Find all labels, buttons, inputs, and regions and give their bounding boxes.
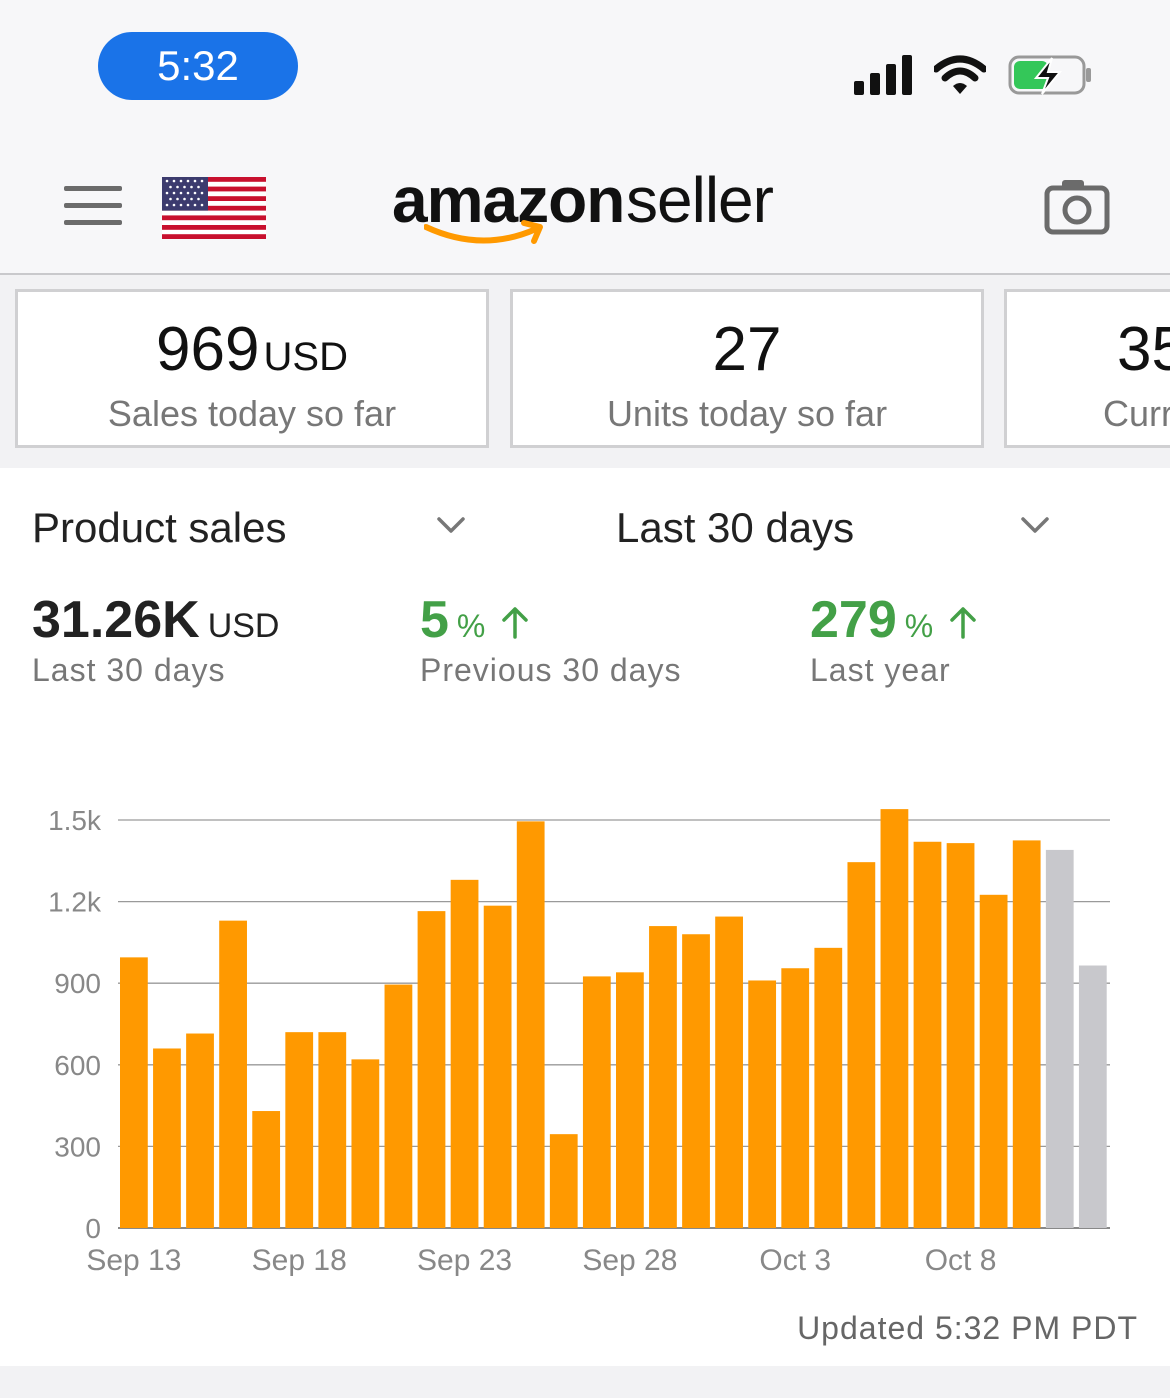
bar-oct-7[interactable] <box>913 841 942 1228</box>
x-tick-label: Sep 18 <box>252 1244 347 1277</box>
status-time[interactable]: 5:32 <box>98 32 298 100</box>
x-tick-label: Sep 28 <box>582 1244 677 1277</box>
bar-sep-25[interactable] <box>516 821 545 1228</box>
metric-dropdown[interactable]: Product sales <box>32 504 287 551</box>
y-tick-label: 1.5k <box>48 805 102 836</box>
bar-oct-4[interactable] <box>814 947 843 1228</box>
bar-sep-22[interactable] <box>417 911 446 1228</box>
bar-sep-29[interactable] <box>649 926 677 1228</box>
last-year-number: 279 <box>810 591 897 649</box>
hamburger-menu-icon[interactable] <box>64 186 122 226</box>
bar-oct-10[interactable] <box>1012 840 1041 1228</box>
logo-brand: amazon <box>392 164 625 236</box>
bar-sep-30[interactable] <box>682 934 710 1228</box>
status-bar: 5:32 <box>0 0 1170 135</box>
bar-sep-14[interactable] <box>153 1048 181 1228</box>
y-tick-label: 300 <box>54 1131 101 1162</box>
chevron-down-icon[interactable] <box>436 516 466 534</box>
bar-sep-17[interactable] <box>252 1111 281 1228</box>
third-card-value: 35 <box>1117 315 1170 384</box>
bar-sep-27[interactable] <box>582 976 611 1228</box>
y-tick-label: 0 <box>85 1213 101 1244</box>
sales-today-label: Sales today so far <box>107 393 397 434</box>
sales-today-card[interactable]: 969 USD Sales today so far <box>15 289 489 448</box>
bar-oct-6[interactable] <box>880 809 909 1228</box>
bar-oct-12[interactable] <box>1078 965 1107 1228</box>
y-tick-label: 1.2k <box>48 887 102 918</box>
camera-icon[interactable] <box>1044 177 1110 235</box>
bar-sep-20[interactable] <box>351 1059 380 1228</box>
total-sales-value: 31.26K USD <box>32 590 279 650</box>
bar-sep-13[interactable] <box>120 957 148 1228</box>
x-tick-label: Sep 23 <box>417 1244 512 1277</box>
sales-today-unit: USD <box>263 335 348 379</box>
total-sales-number: 31.26K <box>32 591 200 649</box>
logo-product: seller <box>626 164 774 236</box>
status-icons <box>854 54 1094 96</box>
chevron-down-icon[interactable] <box>1020 516 1050 534</box>
updated-timestamp: Updated 5:32 PM PDT <box>797 1310 1138 1346</box>
summary-cards: 969 USD Sales today so far 27 Units today… <box>0 275 1170 468</box>
bar-oct-1[interactable] <box>715 916 743 1228</box>
sales-bar-chart[interactable]: 0 300 600 900 1.2k 1.5k Sep 13 Sep 18 Sep 23 Sep … <box>0 798 1170 1298</box>
bar-oct-8[interactable] <box>946 843 975 1228</box>
period-dropdown[interactable]: Last 30 days <box>616 504 855 551</box>
units-today-card[interactable]: 27 Units today so far <box>510 289 984 448</box>
y-tick-label: 900 <box>54 968 101 999</box>
x-tick-label: Sep 13 <box>86 1244 181 1277</box>
bar-sep-15[interactable] <box>186 1033 214 1228</box>
y-tick-label: 600 <box>54 1050 101 1081</box>
wifi-icon <box>934 55 986 94</box>
amazon-smile-icon <box>424 220 543 244</box>
app-header: amazon seller <box>0 135 1170 275</box>
bar-oct-3[interactable] <box>781 968 810 1228</box>
bar-oct-5[interactable] <box>847 862 876 1228</box>
battery-charging-icon <box>1008 55 1091 95</box>
sales-today-value: 969 <box>156 315 260 384</box>
total-sales-label: Last 30 days <box>32 652 226 688</box>
x-tick-label: Oct 8 <box>925 1244 997 1277</box>
bar-sep-24[interactable] <box>483 905 512 1228</box>
arrow-up-icon <box>502 607 528 639</box>
bottom-strip <box>0 1366 1170 1398</box>
total-sales-unit: USD <box>207 607 280 645</box>
bar-sep-16[interactable] <box>219 920 247 1228</box>
third-card[interactable]: 35 Curr <box>1004 289 1170 448</box>
prev-period-unit: % <box>456 608 486 644</box>
signal-icon <box>854 55 912 95</box>
bar-sep-23[interactable] <box>450 879 479 1228</box>
last-year-label: Last year <box>810 652 951 688</box>
bar-oct-2[interactable] <box>748 980 777 1228</box>
bar-sep-18[interactable] <box>285 1032 314 1228</box>
last-year-unit: % <box>904 608 934 644</box>
bar-sep-28[interactable] <box>616 972 644 1228</box>
bar-sep-21[interactable] <box>384 984 413 1228</box>
units-today-label: Units today so far <box>606 393 888 434</box>
arrow-up-icon <box>949 607 976 639</box>
us-flag-icon[interactable] <box>162 177 266 239</box>
sales-panel: Product sales Last 30 days 31.26K USD Las… <box>0 468 1170 1366</box>
units-today-value: 27 <box>712 315 782 384</box>
prev-period-change: 5% <box>420 590 530 650</box>
x-tick-label: Oct 3 <box>759 1244 831 1277</box>
prev-period-label: Previous 30 days <box>420 652 682 688</box>
bar-sep-19[interactable] <box>318 1032 347 1228</box>
bar-oct-9[interactable] <box>979 894 1008 1228</box>
bar-oct-11[interactable] <box>1045 849 1074 1228</box>
third-card-label: Curr <box>1103 393 1170 434</box>
bar-sep-26[interactable] <box>549 1134 578 1228</box>
last-year-change: 279% <box>810 590 978 650</box>
prev-period-number: 5 <box>420 591 449 649</box>
